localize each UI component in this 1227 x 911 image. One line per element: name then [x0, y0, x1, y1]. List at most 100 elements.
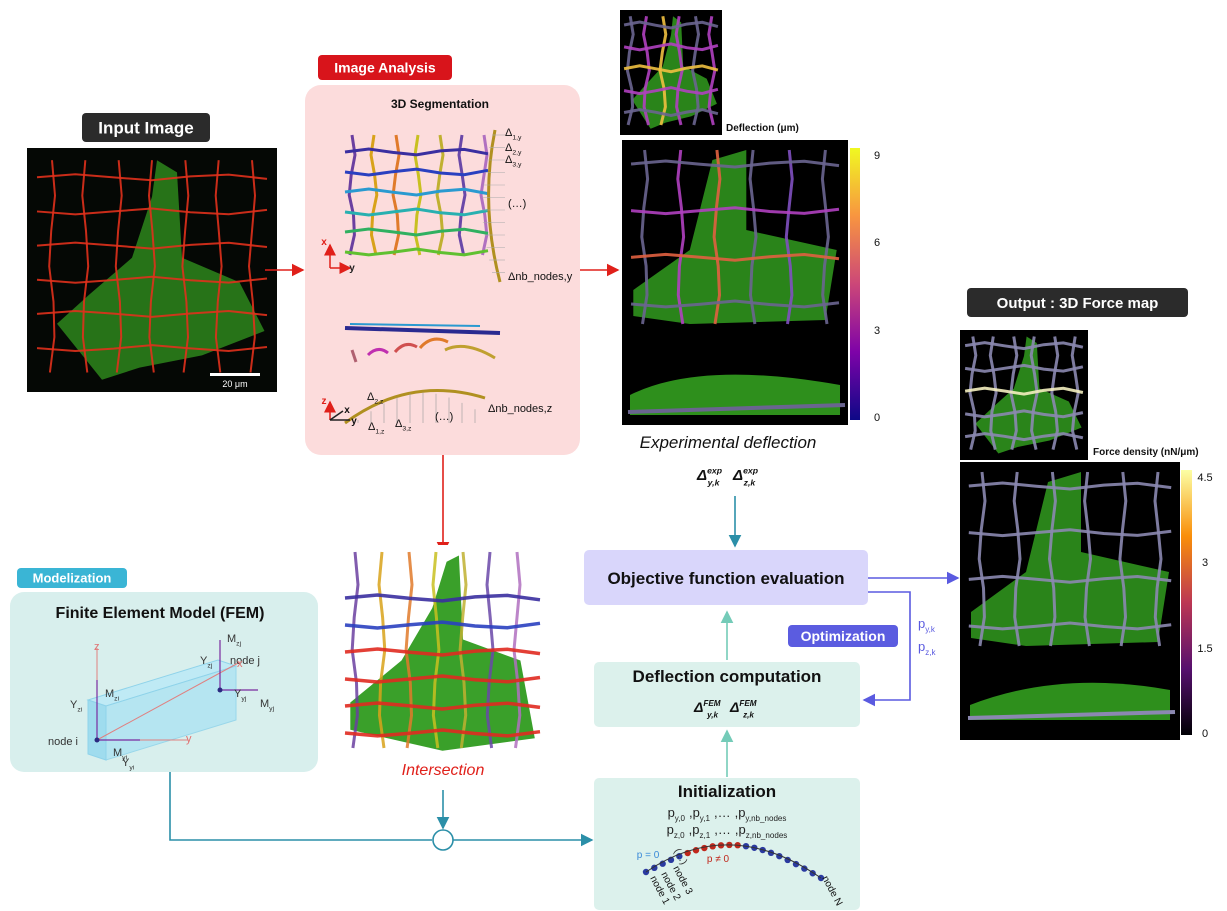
connector	[169, 772, 432, 841]
grid-line	[630, 252, 840, 262]
symbol-part: y,k	[706, 710, 718, 719]
symbol-part: y,1	[700, 814, 711, 823]
symbol-part: p	[738, 822, 745, 837]
symbol-part: z,k	[742, 710, 754, 719]
grid-line	[344, 593, 541, 603]
delta-label: Δ3,z	[395, 418, 412, 432]
symbol-part: Δ	[368, 421, 376, 433]
symbol-part: y,nb_nodes	[745, 814, 786, 823]
cell	[57, 160, 265, 380]
symbol: Δexp z,k	[732, 466, 759, 488]
panel	[305, 85, 580, 455]
colorbar	[1181, 470, 1192, 735]
symbol-part: Y	[200, 655, 208, 667]
grid-line	[1012, 471, 1022, 647]
colorbar	[850, 148, 860, 420]
param-row: py,0 ,py,1,… ,py,nb_nodes	[668, 805, 787, 823]
symbol-part: Δ	[367, 391, 375, 403]
symbol-part: z,nb_nodes	[746, 831, 788, 840]
symbol-part: Δ	[505, 142, 513, 154]
profile	[349, 323, 481, 327]
symbol-part: p	[693, 805, 700, 820]
profile	[344, 326, 501, 335]
grid-line	[641, 16, 651, 126]
axis-label: x	[344, 405, 350, 416]
symbol-part: M	[227, 633, 236, 645]
grid-line	[968, 621, 1172, 631]
grid-line	[36, 173, 268, 182]
axis	[96, 661, 241, 741]
grid-line	[344, 647, 541, 657]
separator: ,	[689, 822, 693, 837]
node	[94, 737, 100, 743]
symbol-part: zj	[236, 640, 241, 647]
optimization-label-bg	[788, 625, 898, 647]
symbol-part: y,k	[707, 478, 721, 488]
grid-line	[36, 344, 268, 353]
grid-line	[623, 42, 719, 52]
grid-line	[404, 551, 414, 749]
fem-label: z	[94, 641, 100, 653]
segmented-line	[344, 187, 489, 197]
colorbar-tick: 3	[1202, 557, 1208, 569]
colorbar-tick: 6	[874, 237, 880, 249]
param-row: pz,0 ,pz,1,… ,pz,nb_nodes	[667, 822, 788, 840]
grid-line	[977, 471, 987, 647]
grid-line	[820, 149, 830, 325]
grid-line	[431, 551, 441, 749]
grid-line	[114, 160, 123, 373]
grid-line	[81, 160, 90, 373]
separator: ,	[714, 805, 718, 820]
fem-label: Yzj	[200, 655, 213, 669]
symbol-part: zi	[114, 695, 119, 702]
output-label: Output : 3D Force map	[997, 295, 1159, 312]
delta-label: (…)	[435, 411, 453, 423]
fem-label: Mzj	[227, 633, 242, 647]
node	[701, 844, 708, 852]
symbol-part: M	[260, 698, 269, 710]
node-label: p = 0	[637, 850, 660, 861]
grid-line	[988, 336, 998, 450]
objective-box	[584, 550, 868, 605]
grid-line	[630, 206, 840, 216]
symbol: ΔFEM y,k	[693, 699, 721, 719]
symbol-part: yi	[122, 754, 127, 761]
symbol-part: p	[738, 805, 745, 820]
fem-label: x	[237, 658, 243, 670]
symbol-part: p	[918, 639, 925, 654]
separator: ,	[735, 805, 739, 820]
symbol-part: zj	[207, 662, 212, 669]
grid-line	[1083, 471, 1093, 647]
symbol-part: …	[718, 822, 731, 837]
panel-title: Finite Element Model (FEM)	[56, 605, 265, 622]
delta-label: Δ2,z	[367, 391, 384, 405]
symbol-part: Δ	[729, 699, 739, 715]
fem-label: Myi	[113, 747, 128, 761]
axis	[329, 410, 344, 421]
fem-label: Yyi	[122, 757, 135, 771]
grid-line	[623, 86, 719, 96]
symbol-part: exp	[743, 466, 759, 476]
output-label-bg	[967, 288, 1188, 317]
axis-label: z	[322, 396, 327, 407]
axis-label: x	[321, 237, 327, 248]
symbol-part: Δnb_nodes,y	[508, 271, 573, 283]
side-view	[970, 682, 1170, 720]
symbol-part: 2,z	[374, 398, 384, 405]
grid-line	[48, 160, 57, 373]
optimization-label: Optimization	[801, 628, 886, 644]
grid-line	[344, 620, 541, 630]
grid-line	[623, 20, 719, 30]
modelization-label-bg	[17, 568, 127, 588]
node	[217, 687, 223, 693]
colorbar-title: Force density (nN/μm)	[1093, 447, 1199, 458]
delta-label: Δ2,y	[505, 142, 522, 156]
grid-line	[36, 207, 268, 216]
symbol-part: Δ	[505, 154, 513, 166]
symbol-part: FEM	[739, 699, 756, 708]
symbol-part: Δ	[693, 699, 703, 715]
input-label: Input Image	[98, 119, 193, 138]
grid-line	[36, 275, 268, 284]
symbol-part: yj	[269, 705, 274, 712]
